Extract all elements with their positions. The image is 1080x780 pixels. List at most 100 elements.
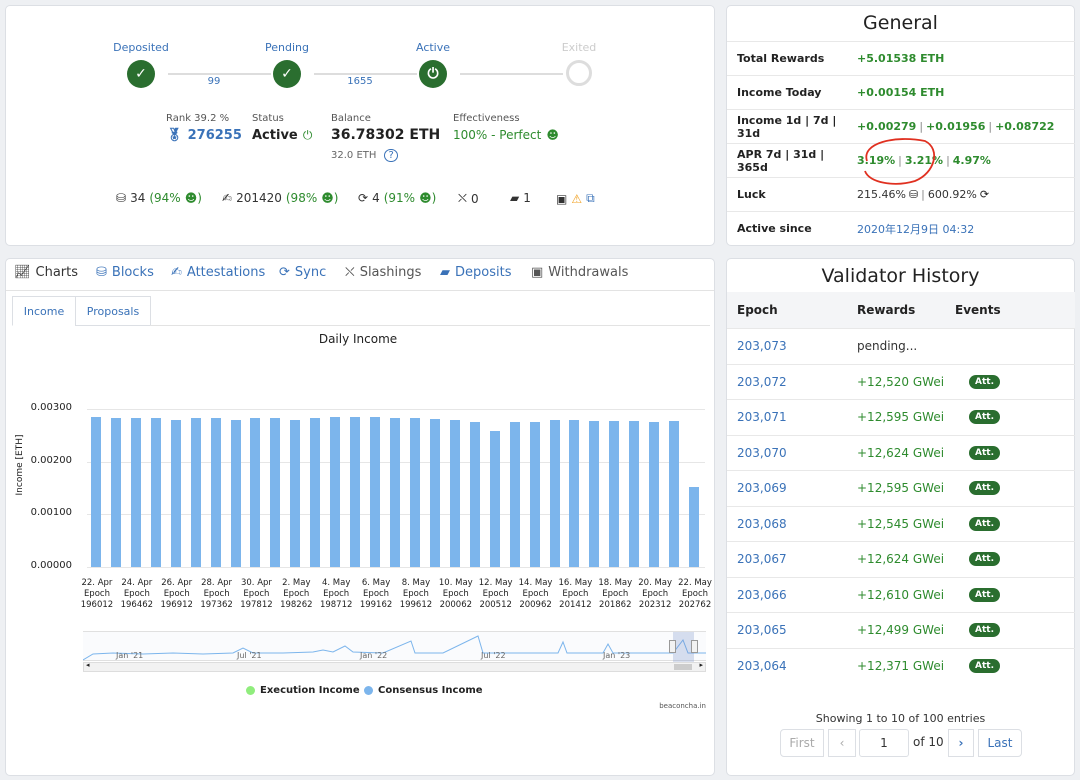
deposits-stat[interactable]: ▰ 1 [510,191,531,205]
last-page-button[interactable]: Last [978,729,1022,757]
withdrawal-status[interactable]: ▣ ⚠ ⧉ [556,191,595,206]
chart-navigator[interactable]: Jan '21 Jul '21 Jan '22 Jul '22 Jan '23 [83,631,706,662]
legend-item-consensus[interactable]: Consensus Income [364,685,483,696]
attestations-stat[interactable]: ✍ 201420 (98% ☻) [222,191,338,205]
navigator-handle[interactable] [669,640,676,653]
scroll-thumb[interactable] [674,664,692,670]
tab-deposits[interactable]: ▰ Deposits [440,265,511,280]
epoch-link[interactable]: 203,071 [737,410,787,425]
step-label: Exited [561,41,597,54]
income-bar[interactable] [529,422,540,567]
rank-value[interactable]: 276255 [187,128,242,143]
income-bar[interactable] [230,420,241,567]
income-bar[interactable] [210,418,221,567]
chart-credit[interactable]: beaconcha.in [659,702,706,710]
income-bar[interactable] [489,431,500,567]
proposals-stat[interactable]: ⛁ 34 (94% ☻) [116,191,202,205]
event-badge: Att. [969,623,1000,638]
tab-sync[interactable]: ⟳ Sync [279,265,326,280]
event-badge: Att. [969,481,1000,496]
epoch-link[interactable]: 203,064 [737,658,787,673]
scroll-left-icon[interactable]: ◂ [86,661,90,669]
event-badge: Att. [969,410,1000,425]
income-bar[interactable] [649,421,660,567]
income-bar[interactable] [629,420,640,567]
navigator-scrollbar[interactable]: ◂ ▸ [83,661,706,672]
first-page-button[interactable]: First [780,729,824,757]
income-bar[interactable] [91,417,101,567]
income-bar[interactable] [569,419,580,567]
tab-withdrawals[interactable]: ▣ Withdrawals [531,265,628,280]
header-epoch[interactable]: Epoch [737,303,778,317]
income-bar[interactable] [270,417,281,567]
income-bar[interactable] [170,419,181,567]
sync-stat[interactable]: ⟳ 4 (91% ☻) [358,191,436,205]
income-bar[interactable] [310,418,321,567]
table-row: 203,065 +12,499 GWei Att. [727,612,1075,648]
income-bar[interactable] [409,418,420,567]
income-bar[interactable] [589,420,600,567]
x-tick-line: 199162 [359,600,393,610]
wallet-icon: ▰ [440,265,450,280]
income-bar[interactable] [130,417,141,567]
medal-icon: 🏅︎ [166,128,183,143]
x-tick-line: 201862 [599,600,632,610]
epoch-link[interactable]: 203,066 [737,587,787,602]
tab-blocks[interactable]: ⛁ Blocks [96,265,154,280]
tab-attestations[interactable]: ✍ Attestations [171,265,265,280]
income-bar[interactable] [549,420,560,567]
external-link-icon[interactable]: ⧉ [586,191,595,205]
income-bar[interactable] [669,421,680,567]
epoch-link[interactable]: 203,070 [737,445,787,460]
navigator-selection[interactable] [673,632,694,662]
scroll-right-icon[interactable]: ▸ [699,661,703,669]
income-bar[interactable] [609,421,620,567]
signature-icon: ✍ [171,265,182,280]
income-bar[interactable] [689,486,700,567]
prev-page-button[interactable]: ‹ [828,729,856,757]
income-bar[interactable] [190,417,201,567]
event-badge: Att. [969,587,1000,602]
subtab-income[interactable]: Income [12,296,75,326]
page-input[interactable]: 1 [859,729,909,757]
signature-icon: ✍ [222,191,233,205]
navigator-handle[interactable] [691,640,698,653]
cubes-icon: ⛁ [908,188,919,201]
epoch-link[interactable]: 203,073 [737,339,787,354]
income-bar[interactable] [110,417,121,567]
income-bar[interactable] [390,417,401,567]
header-rewards[interactable]: Rewards [857,303,916,317]
table-row: 203,064 +12,371 GWei Att. [727,647,1075,684]
income-bar[interactable] [509,421,520,567]
epoch-link[interactable]: 203,068 [737,516,787,531]
income-bar[interactable] [250,417,261,567]
income-bar[interactable] [449,419,460,567]
x-tick-line: 6. May [361,578,391,588]
next-page-button[interactable]: › [948,729,974,757]
income-bar[interactable] [469,421,480,567]
epoch-link[interactable]: 203,065 [737,623,787,638]
income-bar[interactable] [290,419,301,567]
income-bar[interactable] [350,416,361,567]
legend-item-execution[interactable]: Execution Income [246,685,360,696]
epoch-link[interactable]: 203,069 [737,481,787,496]
epoch-link[interactable]: 203,067 [737,552,787,567]
tab-slashings[interactable]: ⛌ Slashings [345,265,421,280]
help-icon[interactable]: ? [384,149,398,162]
slashings-stat[interactable]: ⛌ 0 [458,191,479,206]
x-tick-line: 197812 [240,600,273,610]
income-bar[interactable] [150,417,161,567]
status-label: Status [252,113,284,124]
income-bar[interactable] [330,417,341,567]
smile-icon: ☻) [321,191,339,205]
connector-line [314,73,417,75]
epoch-link[interactable]: 203,072 [737,374,787,389]
header-events[interactable]: Events [955,303,1001,317]
x-tick-line: 197362 [200,600,233,610]
subtab-proposals[interactable]: Proposals [75,296,151,326]
event-badge: Att. [969,374,1000,389]
income-bar[interactable] [370,417,381,567]
tab-charts[interactable]: 📈︎ Charts [14,265,78,280]
income-bar[interactable] [429,419,440,567]
reward-value: +12,610 GWei [857,587,945,602]
